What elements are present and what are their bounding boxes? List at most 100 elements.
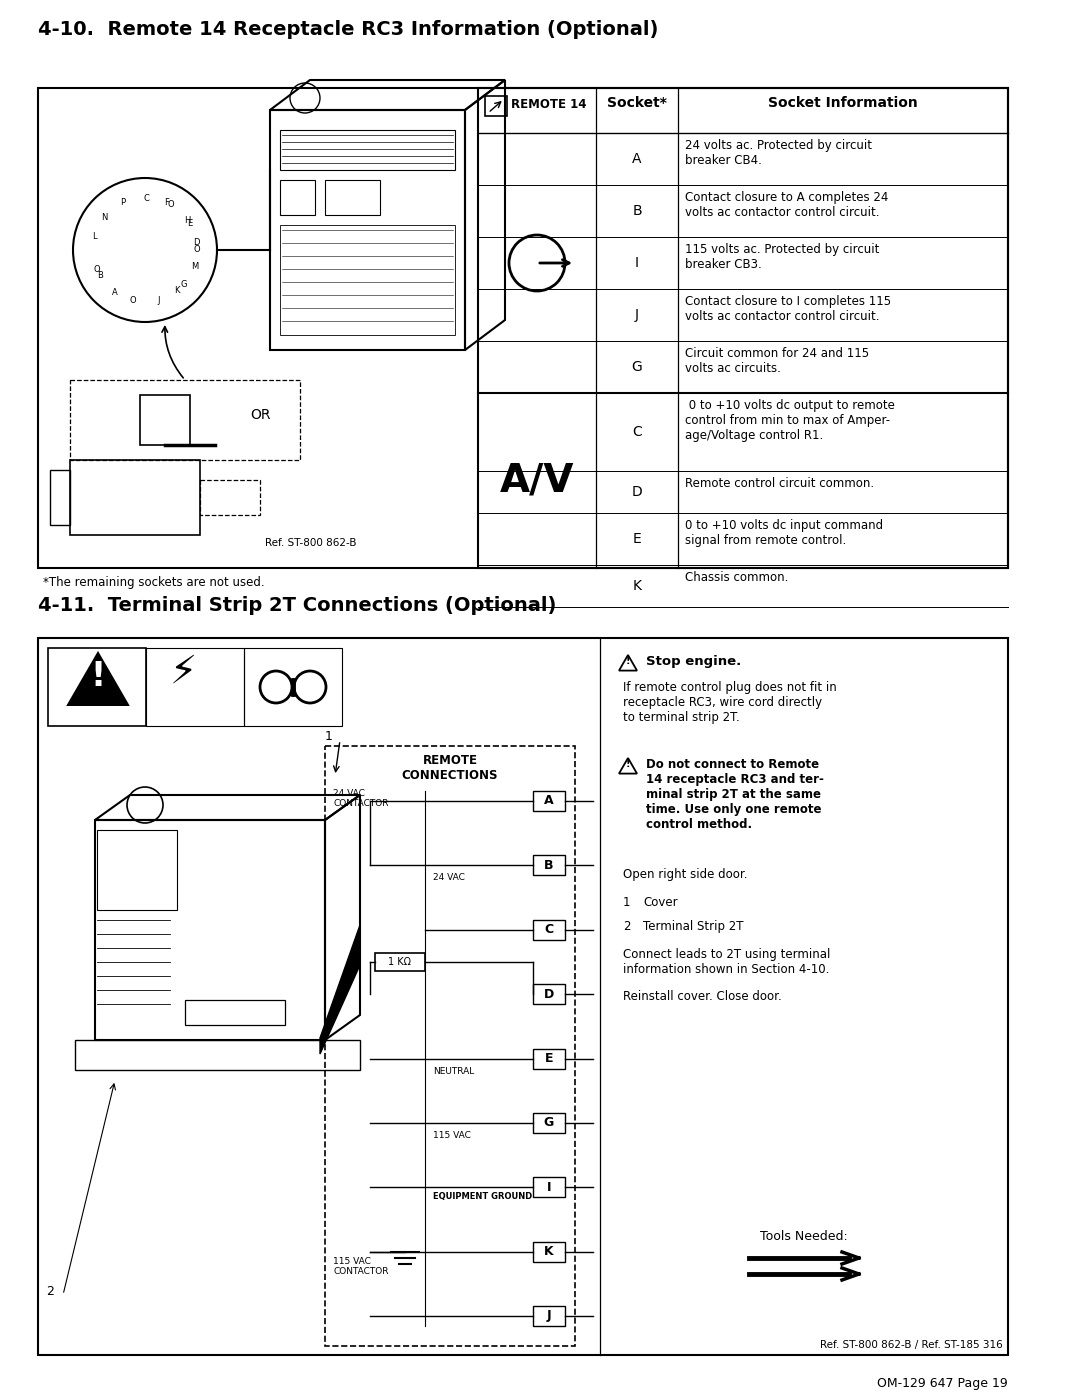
Text: L: L — [93, 232, 97, 242]
Text: Ref. ST-800 862-B / Ref. ST-185 316: Ref. ST-800 862-B / Ref. ST-185 316 — [820, 1340, 1003, 1350]
Text: J: J — [546, 1309, 551, 1323]
Text: C: C — [632, 425, 642, 439]
Text: 115 VAC
CONTACTOR: 115 VAC CONTACTOR — [333, 1257, 389, 1275]
Bar — [534, 983, 565, 1004]
Text: Chassis common.: Chassis common. — [685, 571, 788, 584]
Text: A: A — [112, 288, 118, 298]
Text: Ref. ST-800 862-B: Ref. ST-800 862-B — [265, 538, 356, 548]
Text: A/V: A/V — [500, 461, 575, 500]
Text: G: G — [180, 281, 187, 289]
Text: D: D — [632, 485, 643, 499]
Text: !: ! — [91, 659, 106, 693]
Text: P: P — [121, 198, 125, 207]
Text: !: ! — [625, 759, 631, 770]
Text: K: K — [174, 286, 179, 296]
Text: O: O — [167, 200, 174, 210]
Bar — [280, 180, 315, 215]
Bar — [478, 88, 1008, 569]
Text: Cover: Cover — [643, 895, 677, 909]
Text: EQUIPMENT GROUND: EQUIPMENT GROUND — [433, 1192, 532, 1201]
Text: I: I — [546, 1180, 551, 1194]
Bar — [534, 1178, 565, 1197]
Text: C: C — [144, 194, 150, 203]
Bar — [70, 380, 300, 460]
Bar — [534, 1306, 565, 1326]
Text: A: A — [632, 152, 642, 166]
Text: If remote control plug does not fit in
receptacle RC3, wire cord directly
to ter: If remote control plug does not fit in r… — [623, 680, 837, 724]
Bar — [244, 648, 342, 726]
Bar — [38, 638, 1008, 1355]
Polygon shape — [68, 652, 129, 705]
Text: 24 VAC
CONTACTOR: 24 VAC CONTACTOR — [333, 789, 389, 809]
Text: 24 VAC: 24 VAC — [433, 873, 464, 883]
Text: K: K — [544, 1245, 554, 1259]
Text: E: E — [188, 219, 192, 229]
Bar — [534, 855, 565, 876]
Text: J: J — [158, 296, 160, 305]
Text: 4-11.  Terminal Strip 2T Connections (Optional): 4-11. Terminal Strip 2T Connections (Opt… — [38, 597, 556, 615]
Bar — [48, 648, 146, 726]
Text: REMOTE
CONNECTIONS: REMOTE CONNECTIONS — [402, 754, 498, 782]
Text: Circuit common for 24 and 115
volts ac circuits.: Circuit common for 24 and 115 volts ac c… — [685, 346, 869, 374]
Text: B: B — [632, 204, 642, 218]
Text: F: F — [164, 198, 170, 207]
Bar — [200, 481, 260, 515]
Text: 0 to +10 volts dc input command
signal from remote control.: 0 to +10 volts dc input command signal f… — [685, 520, 883, 548]
Bar — [75, 1039, 360, 1070]
Text: Do not connect to Remote
14 receptacle RC3 and ter-
minal strip 2T at the same
t: Do not connect to Remote 14 receptacle R… — [646, 759, 824, 831]
Text: M: M — [191, 261, 198, 271]
Bar — [280, 130, 455, 170]
Text: E: E — [544, 1052, 553, 1065]
Bar — [50, 469, 70, 525]
Bar — [270, 110, 465, 351]
Bar — [534, 1242, 565, 1261]
Text: 115 volts ac. Protected by circuit
breaker CB3.: 115 volts ac. Protected by circuit break… — [685, 243, 879, 271]
Text: Contact closure to A completes 24
volts ac contactor control circuit.: Contact closure to A completes 24 volts … — [685, 191, 889, 219]
Bar — [534, 791, 565, 812]
Text: O: O — [94, 265, 100, 274]
Text: NEUTRAL: NEUTRAL — [433, 1066, 474, 1076]
Text: Remote control circuit common.: Remote control circuit common. — [685, 476, 874, 490]
Text: 1: 1 — [325, 731, 333, 743]
Text: I: I — [635, 256, 639, 270]
Text: H: H — [185, 215, 191, 225]
Text: O: O — [193, 246, 200, 254]
Text: O: O — [130, 296, 136, 305]
Text: ⚡: ⚡ — [170, 652, 197, 692]
Text: 0 to +10 volts dc output to remote
control from min to max of Amper-
age/Voltage: 0 to +10 volts dc output to remote contr… — [685, 400, 895, 441]
Text: Socket Information: Socket Information — [768, 96, 918, 110]
Text: B: B — [97, 271, 103, 281]
Bar — [146, 648, 244, 726]
Bar — [280, 225, 455, 335]
Text: Terminal Strip 2T: Terminal Strip 2T — [643, 921, 743, 933]
Text: OM-129 647 Page 19: OM-129 647 Page 19 — [877, 1377, 1008, 1390]
Text: REMOTE 14: REMOTE 14 — [511, 98, 586, 110]
Text: *The remaining sockets are not used.: *The remaining sockets are not used. — [43, 576, 265, 590]
Text: OR: OR — [249, 408, 270, 422]
Bar — [534, 1113, 565, 1133]
Bar — [185, 1000, 285, 1025]
Text: 1 KΩ: 1 KΩ — [389, 957, 411, 967]
Bar — [95, 820, 325, 1039]
Text: Connect leads to 2T using terminal
information shown in Section 4-10.: Connect leads to 2T using terminal infor… — [623, 949, 831, 977]
Bar — [70, 460, 200, 535]
Text: G: G — [632, 360, 643, 374]
Text: B: B — [544, 859, 554, 872]
Bar — [375, 953, 426, 971]
Text: Open right side door.: Open right side door. — [623, 868, 747, 882]
Text: J: J — [635, 307, 639, 321]
Text: Stop engine.: Stop engine. — [646, 655, 741, 668]
Text: A: A — [544, 795, 554, 807]
Bar — [325, 180, 380, 215]
Text: D: D — [193, 239, 200, 247]
Bar — [140, 395, 190, 446]
Text: D: D — [544, 988, 554, 1000]
Text: Reinstall cover. Close door.: Reinstall cover. Close door. — [623, 990, 782, 1003]
Text: 4-10.  Remote 14 Receptacle RC3 Information (Optional): 4-10. Remote 14 Receptacle RC3 Informati… — [38, 20, 659, 39]
Bar — [485, 96, 507, 116]
Text: 24 volts ac. Protected by circuit
breaker CB4.: 24 volts ac. Protected by circuit breake… — [685, 138, 872, 168]
Text: G: G — [544, 1116, 554, 1129]
Text: 1: 1 — [623, 895, 631, 909]
Text: 2: 2 — [623, 921, 631, 933]
Text: K: K — [633, 578, 642, 592]
